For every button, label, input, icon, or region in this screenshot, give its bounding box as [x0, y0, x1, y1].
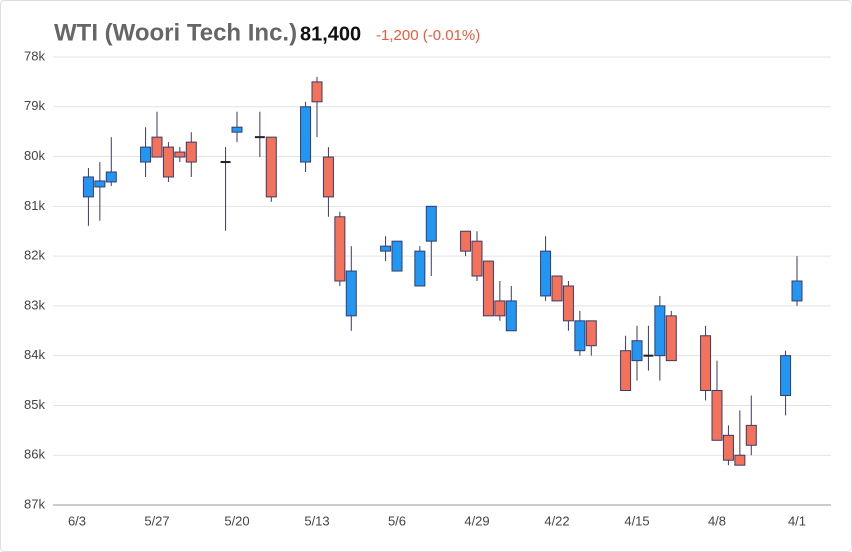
- candle-body: [540, 250, 552, 297]
- y-tick-label: 85k: [24, 397, 45, 412]
- price-change: -1,200 (-0.01%): [376, 27, 480, 44]
- candle-body: [505, 300, 517, 332]
- x-tick-label: 4/29: [464, 513, 489, 528]
- y-tick-label: 82k: [24, 248, 45, 263]
- y-tick-label: 86k: [24, 447, 45, 462]
- candle-body: [471, 240, 483, 277]
- x-tick-label: 4/22: [544, 513, 569, 528]
- y-tick-label: 79k: [24, 98, 45, 113]
- candle-body: [334, 216, 346, 282]
- candle-body: [460, 230, 472, 252]
- x-tick-label: 5/13: [304, 513, 329, 528]
- candle-body: [105, 171, 117, 183]
- y-tick-label: 83k: [24, 297, 45, 312]
- candle-body: [665, 315, 677, 362]
- candle-body: [791, 280, 803, 302]
- candle-body: [780, 355, 792, 396]
- candle-body: [322, 156, 334, 198]
- candle-body: [700, 335, 712, 392]
- x-tick-label: 5/20: [224, 513, 249, 528]
- candle-body: [482, 260, 494, 317]
- candle-body: [345, 270, 357, 317]
- x-tick-label: 4/8: [708, 513, 726, 528]
- y-tick-label: 81k: [24, 198, 45, 213]
- candle-body: [94, 180, 106, 188]
- x-tick-label: 4/15: [624, 513, 649, 528]
- candle-body: [631, 340, 643, 362]
- candle-body: [494, 300, 506, 317]
- candle-body: [711, 390, 723, 441]
- x-tick-label: 6/3: [68, 513, 86, 528]
- candle-body: [585, 320, 597, 347]
- price: 81,400: [300, 23, 361, 45]
- candle-body: [231, 126, 243, 133]
- candle-body: [140, 146, 152, 163]
- candle-body: [551, 275, 563, 302]
- candle-body: [380, 245, 392, 252]
- candle-body: [414, 250, 426, 287]
- y-tick-label: 78k: [24, 48, 45, 63]
- x-tick-label: 5/27: [144, 513, 169, 528]
- candle-body: [162, 146, 174, 178]
- candle-body: [185, 141, 197, 163]
- candle-body: [574, 320, 586, 352]
- candle-body: [620, 350, 632, 392]
- candle-body: [151, 136, 163, 158]
- x-tick-label: 5/6: [388, 513, 406, 528]
- y-tick-label: 87k: [24, 496, 45, 511]
- candle-body: [311, 81, 323, 103]
- candle-body: [654, 305, 666, 357]
- candle-body: [425, 205, 437, 242]
- candle-body: [562, 285, 574, 322]
- candle-body: [174, 151, 186, 158]
- y-tick-label: 84k: [24, 347, 45, 362]
- x-tick-label: 4/1: [788, 513, 806, 528]
- candle-body: [722, 434, 734, 461]
- candle-body: [82, 176, 94, 198]
- candle-body: [391, 240, 403, 272]
- candle-body: [265, 136, 277, 198]
- y-tick-label: 80k: [24, 148, 45, 163]
- candle-body: [745, 424, 757, 446]
- candle-body: [734, 454, 746, 466]
- candle-body: [300, 106, 312, 163]
- chart-title: WTI (Woori Tech Inc.): [54, 19, 297, 46]
